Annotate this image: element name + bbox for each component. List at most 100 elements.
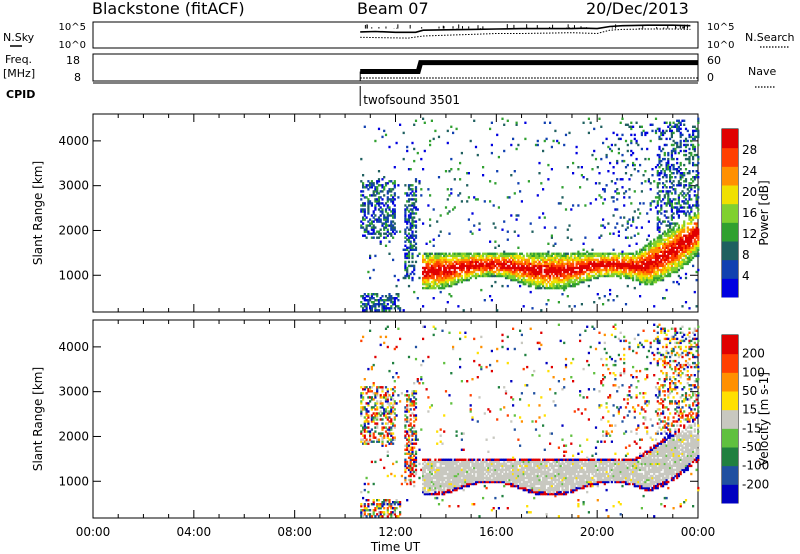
- power-cell: [549, 276, 552, 280]
- velocity-cell: [476, 466, 479, 470]
- power-cell: [554, 129, 557, 133]
- velocity-cell: [473, 503, 476, 506]
- power-cell: [522, 276, 525, 280]
- power-cell: [467, 254, 470, 258]
- power-cell: [684, 184, 688, 187]
- power-cell: [538, 264, 541, 268]
- power-cell: [579, 270, 582, 274]
- power-cell: [377, 204, 381, 207]
- power-cell: [464, 252, 467, 255]
- velocity-cell: [388, 499, 391, 502]
- power-cell: [503, 149, 506, 153]
- power-cell: [513, 270, 516, 274]
- velocity-cell: [381, 436, 384, 439]
- power-cell: [587, 272, 590, 276]
- velocity-cell: [464, 484, 467, 488]
- power-cell: [695, 202, 698, 205]
- power-cell: [617, 254, 620, 258]
- power-cell: [531, 230, 534, 233]
- power-cell: [688, 228, 691, 231]
- power-cell: [654, 256, 658, 260]
- power-cell: [499, 272, 502, 276]
- power-cell: [605, 262, 608, 266]
- power-cell: [363, 230, 366, 233]
- velocity-cell: [372, 509, 375, 512]
- power-cell: [557, 252, 560, 255]
- velocity-cell: [409, 466, 412, 470]
- power-cell: [381, 212, 384, 215]
- power-cell: [616, 266, 619, 270]
- power-cell: [616, 159, 619, 163]
- velocity-cell: [432, 488, 435, 492]
- power-cell: [384, 210, 388, 213]
- power-cell: [556, 268, 559, 272]
- velocity-cell: [377, 386, 381, 389]
- power-cell: [559, 280, 562, 284]
- power-cell: [365, 226, 368, 229]
- power-cell: [684, 234, 688, 237]
- power-cell: [413, 194, 416, 197]
- velocity-cell: [379, 511, 382, 514]
- power-cell: [651, 264, 654, 268]
- velocity-cell: [425, 490, 428, 494]
- velocity-cell: [469, 482, 472, 486]
- power-cell: [377, 198, 381, 201]
- velocity-cell: [372, 382, 375, 385]
- power-cell: [474, 272, 478, 276]
- velocity-cell: [360, 396, 363, 399]
- velocity-cell: [455, 484, 458, 488]
- power-cell: [628, 274, 631, 278]
- velocity-cell: [407, 466, 411, 470]
- velocity-cell: [374, 355, 377, 359]
- power-cell: [467, 274, 470, 278]
- velocity-cell: [392, 442, 395, 445]
- velocity-cell: [422, 466, 425, 470]
- power-cell: [536, 254, 539, 258]
- power-cell: [542, 258, 545, 262]
- velocity-cell: [429, 474, 432, 478]
- power-cell: [508, 252, 511, 255]
- power-cell: [559, 258, 562, 262]
- velocity-cell: [471, 468, 474, 472]
- power-cell: [482, 264, 485, 268]
- velocity-cell: [446, 482, 449, 486]
- power-cell: [432, 274, 435, 278]
- power-cell: [658, 194, 661, 197]
- power-cell: [600, 196, 603, 199]
- velocity-cell: [383, 436, 386, 439]
- power-cell: [665, 174, 668, 177]
- power-cell: [667, 256, 670, 260]
- power-cell: [406, 238, 409, 241]
- velocity-cell: [467, 458, 470, 461]
- power-cell: [527, 280, 530, 284]
- power-cell: [411, 246, 414, 249]
- power-cell: [587, 131, 590, 135]
- power-cell: [577, 260, 580, 264]
- power-cell: [434, 252, 437, 255]
- power-cell: [407, 240, 411, 243]
- power-cell: [693, 240, 696, 243]
- velocity-cell: [452, 486, 455, 490]
- velocity-cell: [386, 513, 389, 516]
- velocity-cell: [388, 438, 391, 441]
- velocity-cell: [413, 446, 416, 449]
- power-cell: [570, 266, 573, 270]
- power-cell: [564, 256, 568, 260]
- power-cell: [626, 226, 629, 229]
- power-cell: [413, 268, 416, 272]
- power-cell: [448, 194, 451, 197]
- power-cell: [667, 151, 670, 155]
- power-cell: [386, 212, 389, 215]
- power-cell: [568, 131, 571, 135]
- power-cell: [453, 268, 456, 272]
- power-cell: [624, 270, 628, 274]
- velocity-cell: [439, 466, 442, 470]
- power-cell: [662, 276, 665, 280]
- power-cell: [533, 256, 536, 260]
- velocity-cell: [422, 476, 425, 480]
- power-cell: [587, 258, 590, 262]
- power-cell: [660, 272, 663, 276]
- power-cell: [660, 268, 663, 272]
- velocity-cell: [377, 515, 381, 518]
- power-cell: [430, 258, 433, 262]
